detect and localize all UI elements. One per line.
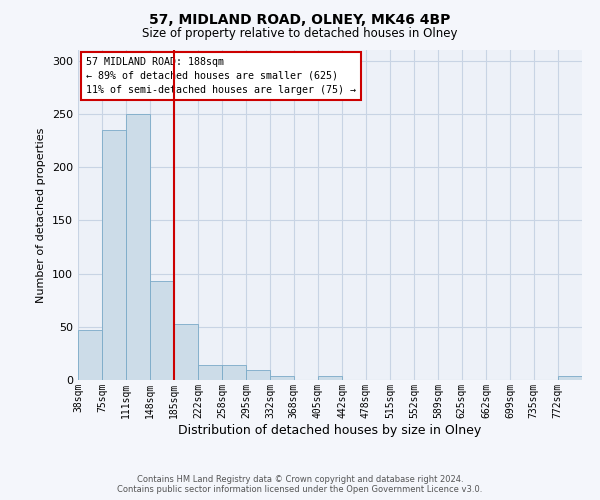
Bar [198,365,223,380]
Text: 57, MIDLAND ROAD, OLNEY, MK46 4BP: 57, MIDLAND ROAD, OLNEY, MK46 4BP [149,12,451,26]
X-axis label: Distribution of detached houses by size in Olney: Distribution of detached houses by size … [178,424,482,436]
Bar [558,376,582,380]
Bar [270,376,295,380]
Bar [174,324,198,380]
Bar [78,330,102,380]
Text: Contains HM Land Registry data © Crown copyright and database right 2024.
Contai: Contains HM Land Registry data © Crown c… [118,474,482,494]
Bar [126,114,150,380]
Y-axis label: Number of detached properties: Number of detached properties [37,128,46,302]
Text: Size of property relative to detached houses in Olney: Size of property relative to detached ho… [142,28,458,40]
Bar [222,365,246,380]
Bar [318,376,342,380]
Bar [150,281,174,380]
Bar [102,130,127,380]
Text: 57 MIDLAND ROAD: 188sqm
← 89% of detached houses are smaller (625)
11% of semi-d: 57 MIDLAND ROAD: 188sqm ← 89% of detache… [86,56,356,94]
Bar [246,370,270,380]
